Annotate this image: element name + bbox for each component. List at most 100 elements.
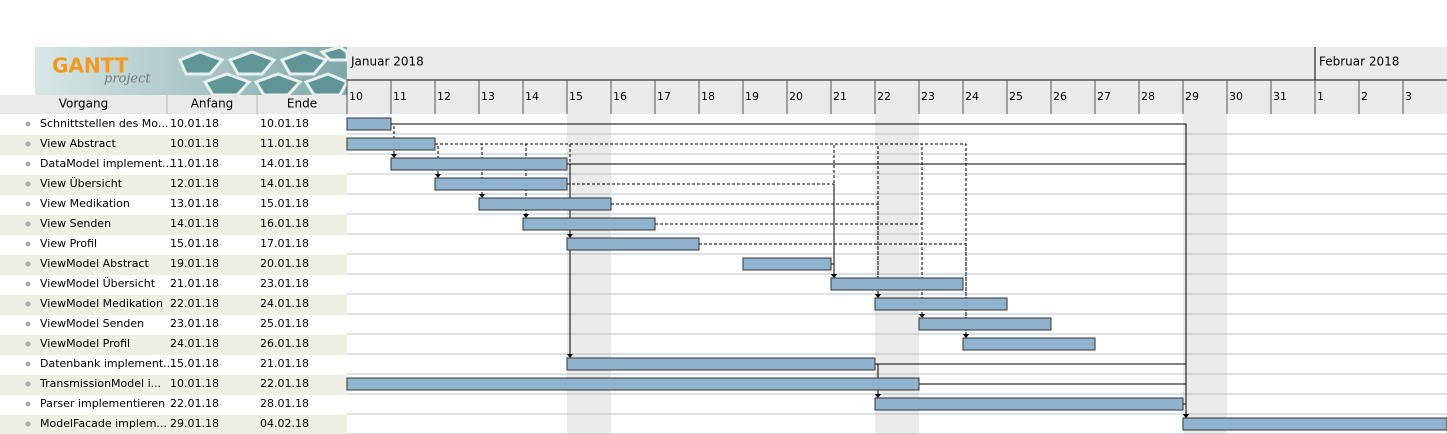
day-label: 31 (1273, 90, 1287, 103)
dependency-arrow (1183, 414, 1189, 418)
column-header: Ende (287, 97, 317, 111)
task-bar (478, 197, 612, 211)
date-cell: 04.02.18 (260, 417, 309, 430)
row-bullet (25, 421, 31, 427)
day-label: 11 (393, 90, 407, 103)
dependency-arrow (875, 294, 881, 298)
dependency-arrow (435, 174, 441, 178)
day-label: 26 (1053, 90, 1067, 103)
task-bar (742, 257, 832, 271)
logo-subtitle: project (104, 72, 151, 87)
date-cell: 16.01.18 (260, 217, 309, 230)
task-bar (390, 157, 568, 171)
date-cell: 22.01.18 (170, 397, 219, 410)
date-cell: 15.01.18 (170, 237, 219, 250)
date-cell: 10.01.18 (260, 117, 309, 130)
dependency (1183, 403, 1187, 415)
date-cell: 14.01.18 (170, 217, 219, 230)
task-bar (918, 317, 1052, 331)
date-cell: 24.01.18 (260, 297, 309, 310)
date-cell: 14.01.18 (260, 157, 309, 170)
task-bar (830, 277, 964, 291)
dependency-arrow (919, 314, 925, 318)
task-bar (874, 397, 1184, 411)
date-cell: 10.01.18 (170, 377, 219, 390)
date-cell: 22.01.18 (260, 377, 309, 390)
task-name: DataModel implement... (40, 157, 173, 170)
day-label: 17 (657, 90, 671, 103)
task-bar (346, 377, 920, 391)
dependency (435, 143, 967, 335)
row-bullet (25, 361, 31, 367)
task-name: View Übersicht (40, 177, 123, 190)
row-stripe (0, 255, 347, 275)
row-bullet (25, 341, 31, 347)
day-label: 27 (1097, 90, 1111, 103)
day-label: 20 (789, 90, 803, 103)
day-label: 30 (1229, 90, 1243, 103)
task-name: Datenbank implement... (40, 357, 174, 370)
day-label: 28 (1141, 90, 1155, 103)
day-label: 22 (877, 90, 891, 103)
day-label: 1 (1317, 90, 1324, 103)
row-stripe (0, 295, 347, 315)
task-bar (566, 237, 700, 251)
row-bullet (25, 241, 31, 247)
task-name: View Medikation (40, 197, 130, 210)
task-bar (962, 337, 1096, 351)
date-cell: 23.01.18 (260, 277, 309, 290)
date-cell: 11.01.18 (260, 137, 309, 150)
month-label: Februar 2018 (1319, 55, 1399, 69)
task-bar (1182, 417, 1447, 431)
day-label: 16 (613, 90, 627, 103)
row-bullet (25, 201, 31, 207)
task-name: ViewModel Profil (40, 337, 130, 350)
day-label: 29 (1185, 90, 1199, 103)
task-bar (566, 357, 876, 371)
task-name: Schnittstellen des Mo... (40, 117, 168, 130)
dependency-arrow (523, 214, 529, 218)
day-label: 12 (437, 90, 451, 103)
row-bullet (25, 261, 31, 267)
day-label: 23 (921, 90, 935, 103)
date-cell: 19.01.18 (170, 257, 219, 270)
row-bullet (25, 161, 31, 167)
row-bullet (25, 301, 31, 307)
column-header: Vorgang (59, 97, 109, 111)
dependency-arrow (567, 354, 573, 358)
row-bullet (25, 121, 31, 127)
dependency-arrow (391, 154, 397, 158)
logo-title: GANTT (52, 54, 129, 78)
day-label: 2 (1361, 90, 1368, 103)
date-cell: 15.01.18 (260, 197, 309, 210)
date-cell: 26.01.18 (260, 337, 309, 350)
table-header (0, 95, 347, 114)
date-cell: 11.01.18 (170, 157, 219, 170)
date-cell: 21.01.18 (260, 357, 309, 370)
row-bullet (25, 281, 31, 287)
day-label: 24 (965, 90, 979, 103)
day-label: 21 (833, 90, 847, 103)
date-cell: 10.01.18 (170, 117, 219, 130)
row-bullet (25, 381, 31, 387)
task-bar (346, 117, 392, 131)
day-label: 13 (481, 90, 495, 103)
date-cell: 20.01.18 (260, 257, 309, 270)
date-cell: 22.01.18 (170, 297, 219, 310)
date-cell: 23.01.18 (170, 317, 219, 330)
date-cell: 29.01.18 (170, 417, 219, 430)
date-cell: 28.01.18 (260, 397, 309, 410)
row-stripe (0, 135, 347, 155)
logo: GANTT project (35, 45, 350, 97)
day-label: 15 (569, 90, 583, 103)
task-name: ViewModel Senden (40, 317, 144, 330)
row-stripe (0, 335, 347, 355)
day-label: 18 (701, 90, 715, 103)
task-bar (522, 217, 656, 231)
date-cell: 17.01.18 (260, 237, 309, 250)
date-cell: 15.01.18 (170, 357, 219, 370)
task-name: ViewModel Medikation (40, 297, 163, 310)
row-stripe (0, 175, 347, 195)
task-name: View Profil (40, 237, 97, 250)
